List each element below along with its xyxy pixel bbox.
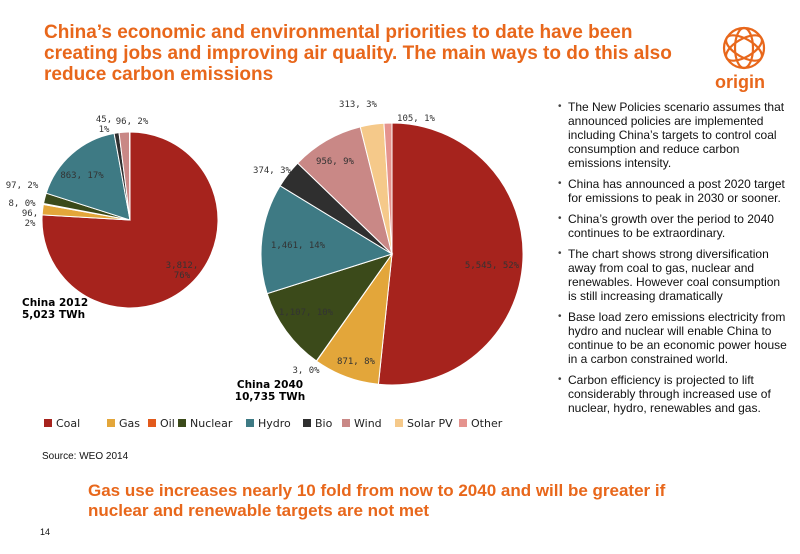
bullet-text: The New Policies scenario assumes that a… xyxy=(568,100,785,170)
legend-swatch xyxy=(395,419,403,427)
bullet-list: • The New Policies scenario assumes that … xyxy=(558,100,790,422)
legend-swatch xyxy=(459,419,467,427)
bullet-text: China’s growth over the period to 2040 c… xyxy=(568,212,774,240)
source-note: Source: WEO 2014 xyxy=(42,451,129,462)
legend-label: Coal xyxy=(56,417,80,430)
legend-label: Solar PV xyxy=(407,417,453,430)
legend-swatch xyxy=(303,419,311,427)
data-label: 45, 1% xyxy=(96,115,112,135)
bottom-callout: Gas use increases nearly 10 fold from no… xyxy=(88,481,666,520)
pie-slice-nuclear xyxy=(266,253,394,362)
bullet-item: • Base load zero emissions electricity fr… xyxy=(558,310,790,366)
bullet-item: • Carbon efficiency is projected to lift … xyxy=(558,373,790,415)
data-label: 105, 1% xyxy=(397,114,436,124)
bullet-item: • The chart shows strong diversification … xyxy=(558,247,790,303)
logo-wordmark: origin xyxy=(715,72,765,92)
bullet-text: Base load zero emissions electricity fro… xyxy=(568,310,787,366)
bullet-marker: • xyxy=(558,248,562,259)
data-label: 1,461, 14% xyxy=(271,241,326,251)
pie-slice-other xyxy=(383,122,393,255)
bullet-item: • The New Policies scenario assumes that … xyxy=(558,100,790,170)
bullet-marker: • xyxy=(558,101,562,112)
data-label: 871, 8% xyxy=(337,357,376,367)
legend-label: Hydro xyxy=(258,417,291,430)
bullet-text: China has announced a post 2020 target f… xyxy=(568,177,785,205)
bullet-marker: • xyxy=(558,311,562,322)
bullet-item: • China has announced a post 2020 target … xyxy=(558,177,790,205)
chart-title: China 2040 10,735 TWh xyxy=(235,379,305,403)
data-label: 97, 2% xyxy=(6,181,39,191)
page-number: 14 xyxy=(40,527,51,537)
legend-label: Other xyxy=(471,417,503,430)
data-label: 313, 3% xyxy=(339,100,378,110)
legend-swatch xyxy=(107,419,115,427)
data-label: 863, 17% xyxy=(60,171,104,181)
pie-slice-coal xyxy=(377,122,524,386)
legend-swatch xyxy=(178,419,186,427)
data-label: 956, 9% xyxy=(316,157,355,167)
bullet-marker: • xyxy=(558,178,562,189)
legend-label: Wind xyxy=(354,417,382,430)
data-label: 96, 2% xyxy=(116,117,149,127)
pie-slice-hydro xyxy=(45,132,131,221)
data-label: 1,107, 10% xyxy=(279,308,334,318)
legend-swatch xyxy=(148,419,156,427)
data-label: 3, 0% xyxy=(292,366,320,376)
legend-label: Nuclear xyxy=(190,417,233,430)
data-label: 3,812, 76% xyxy=(166,261,199,281)
bullet-text: The chart shows strong diversification a… xyxy=(568,247,781,303)
chart-title: China 2012 5,023 TWh xyxy=(22,297,88,321)
data-label: 374, 3% xyxy=(253,166,292,176)
legend-swatch xyxy=(44,419,52,427)
data-label: 96, 2% xyxy=(22,209,38,229)
legend-swatch xyxy=(246,419,254,427)
pie-slice-hydro xyxy=(260,185,394,295)
data-label: 8, 0% xyxy=(8,199,36,209)
legend-label: Gas xyxy=(119,417,140,430)
legend-swatch xyxy=(342,419,350,427)
pie-charts: 3,812, 76% 96, 2%8, 0% 97, 2% 863, 17% 45, 1% 96… xyxy=(6,100,524,430)
data-label: 5,545, 52% xyxy=(465,261,520,271)
bullet-marker: • xyxy=(558,213,562,224)
page-title: China’s economic and environmental prior… xyxy=(44,22,672,85)
origin-logo-icon xyxy=(722,26,766,70)
legend-label: Bio xyxy=(315,417,333,430)
bullet-item: • China’s growth over the period to 2040 … xyxy=(558,212,790,240)
legend-label: Oil xyxy=(160,417,175,430)
bullet-text: Carbon efficiency is projected to lift c… xyxy=(568,373,771,415)
bullet-marker: • xyxy=(558,374,562,385)
